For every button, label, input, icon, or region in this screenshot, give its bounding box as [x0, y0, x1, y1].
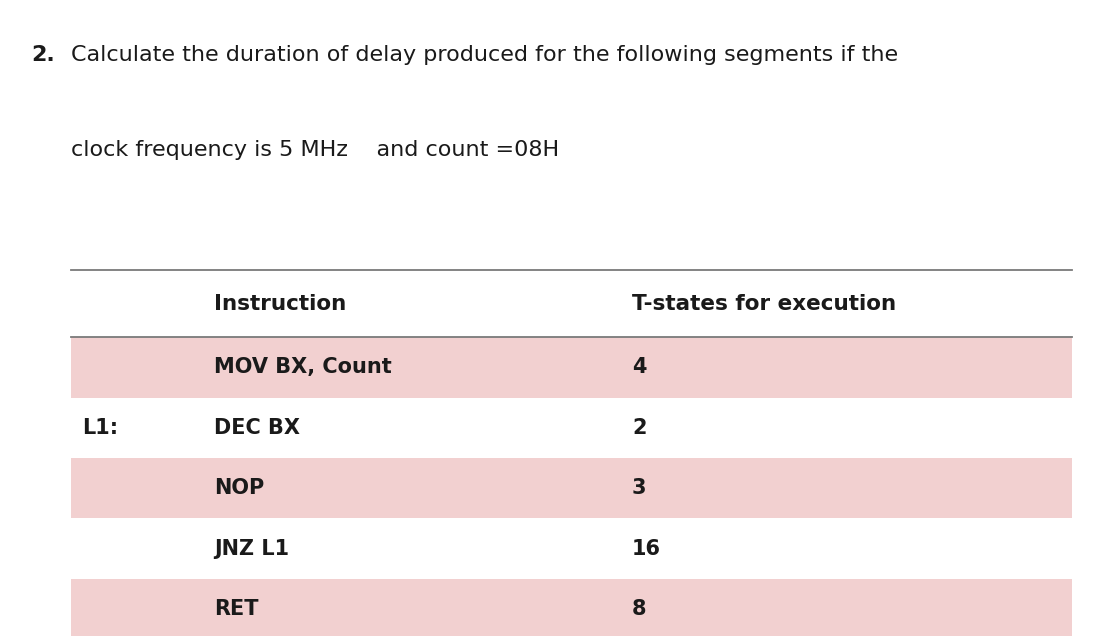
Text: MOV BX, Count: MOV BX, Count	[214, 357, 392, 377]
Bar	[71, 579, 1072, 636]
Text: T-states for execution: T-states for execution	[632, 294, 896, 314]
Text: 3: 3	[632, 478, 646, 498]
Text: 2.: 2.	[31, 45, 55, 64]
Text: clock frequency is 5 MHz    and count =08H: clock frequency is 5 MHz and count =08H	[71, 140, 559, 160]
Text: 8: 8	[632, 599, 646, 619]
Text: NOP: NOP	[214, 478, 265, 498]
Bar	[71, 458, 1072, 518]
Text: L1:: L1:	[82, 418, 119, 438]
Text: 4: 4	[632, 357, 646, 377]
Text: Instruction: Instruction	[214, 294, 346, 314]
Text: JNZ L1: JNZ L1	[214, 539, 289, 558]
Text: DEC BX: DEC BX	[214, 418, 300, 438]
Bar	[71, 337, 1072, 398]
Text: 2: 2	[632, 418, 646, 438]
Text: 16: 16	[632, 539, 660, 558]
Text: Calculate the duration of delay produced for the following segments if the: Calculate the duration of delay produced…	[71, 45, 899, 64]
Text: RET: RET	[214, 599, 258, 619]
